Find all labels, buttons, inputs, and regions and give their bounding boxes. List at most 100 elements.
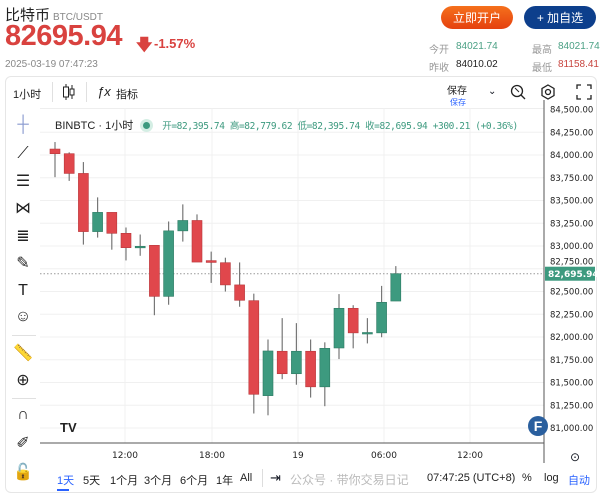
trend-line-icon[interactable]: ⟋ [17, 145, 29, 162]
settings-icon[interactable] [540, 84, 556, 105]
range-3[interactable]: 3个月 [144, 475, 173, 487]
candle-body [248, 300, 260, 395]
candle-body [234, 284, 245, 301]
candle [220, 257, 231, 292]
prev-close-value: 84010.02 [456, 59, 498, 70]
fx-icon[interactable]: ƒx [97, 84, 111, 99]
candle-body [390, 273, 402, 302]
y-tick-label: 84,250.00 [550, 128, 593, 138]
ruler-icon[interactable]: 📏 [13, 345, 33, 362]
watermark: 公众号 · 带你交易日记 [290, 473, 409, 487]
candle-body [92, 212, 103, 232]
quick-search-icon[interactable] [510, 84, 526, 105]
clock[interactable]: 07:47:25 (UTC+8) [427, 472, 516, 484]
f-logo-icon: F [528, 416, 548, 436]
last-price-label: 82,695.94 [548, 270, 599, 280]
candle-body [305, 350, 316, 388]
range-5[interactable]: 1年 [216, 475, 234, 487]
candle-body [63, 153, 75, 174]
goto-date-icon[interactable]: ⇥ [270, 470, 281, 485]
fullscreen-icon[interactable] [576, 84, 592, 105]
price-change: -1.57% [154, 36, 196, 51]
y-tick-label: 82,750.00 [550, 258, 593, 268]
ohlc-values: 开=82,395.74 高=82,779.62 低=82,395.74 收=82… [162, 121, 518, 132]
candle [234, 262, 245, 307]
add-watchlist-button[interactable]: + 加自选 [524, 6, 596, 29]
chart-widget [5, 76, 597, 493]
save-button[interactable]: 保存 保存 [447, 82, 467, 108]
y-tick-label: 84,500.00 [550, 106, 593, 116]
asset-title: 比特币 BTC/USDT [5, 4, 103, 25]
quote-time: 2025-03-19 07:47:23 [5, 59, 98, 70]
x-tick-label: 19 [292, 451, 304, 461]
range-0[interactable]: 1天 [57, 475, 75, 487]
candle-body [163, 230, 174, 297]
candle-body [78, 173, 89, 232]
down-arrow-icon: 🡇 [136, 37, 153, 54]
open-account-button[interactable]: 立即开户 [441, 6, 513, 29]
range-4[interactable]: 6个月 [180, 475, 209, 487]
chevron-down-icon[interactable]: ⌄ [488, 86, 497, 97]
open-label: 今开 [429, 45, 449, 56]
candle [163, 221, 174, 305]
candle-body [205, 260, 217, 263]
range-6[interactable]: All [240, 472, 253, 484]
candle [305, 339, 316, 398]
divider [12, 335, 36, 336]
candle-body [149, 245, 160, 297]
x-tick-label: 18:00 [199, 451, 225, 461]
candle-body [276, 350, 288, 375]
candle-body [49, 148, 61, 154]
parallel-lines-icon[interactable]: ☰ [15, 173, 31, 190]
low-value: 81158.41 [558, 59, 599, 70]
candle-body [191, 220, 203, 263]
candle [149, 245, 160, 316]
candle-body [134, 246, 146, 249]
candle [319, 342, 331, 407]
candle [376, 285, 387, 338]
candle-body [106, 212, 118, 234]
candle [248, 293, 260, 414]
candle-body [120, 233, 132, 248]
x-tick-label: 12:00 [112, 451, 138, 461]
pattern-icon[interactable]: ⋈ [15, 200, 31, 217]
zoom-in-icon[interactable]: ⊕ [16, 372, 30, 389]
y-tick-label: 81,000.00 [550, 424, 593, 434]
lock-drawing-icon[interactable]: ✐ [16, 435, 30, 452]
y-tick-label: 81,750.00 [550, 356, 593, 366]
candle-type-icon[interactable] [62, 83, 76, 104]
percent-toggle[interactable]: % [522, 472, 532, 484]
tradingview-logo: TV [60, 420, 77, 435]
range-1[interactable]: 5天 [83, 475, 101, 487]
candle [49, 142, 61, 178]
unlock-icon[interactable]: 🔓 [13, 464, 33, 481]
log-toggle[interactable]: log [544, 472, 559, 484]
candle [333, 294, 345, 360]
auto-toggle[interactable]: 自动 [568, 475, 590, 487]
text-icon[interactable]: T [18, 282, 28, 299]
range-2[interactable]: 1个月 [110, 475, 139, 487]
candle [362, 318, 373, 344]
pair-label: BTC/USDT [53, 12, 104, 23]
open-value: 84021.74 [456, 41, 498, 52]
indicators-button[interactable]: 指标 [116, 89, 138, 101]
divider [40, 108, 544, 109]
divider [52, 82, 53, 102]
crosshair-icon[interactable]: ┼ [17, 116, 29, 133]
emoji-icon[interactable]: ☺ [14, 308, 32, 325]
high-value: 84021.74 [558, 41, 600, 52]
y-tick-label: 81,500.00 [550, 379, 593, 389]
fib-icon[interactable]: ≣ [16, 228, 30, 245]
magnet-icon[interactable]: ∩ [17, 406, 29, 423]
brush-icon[interactable]: ✎ [16, 255, 30, 272]
candle [262, 339, 274, 416]
divider [262, 469, 263, 487]
y-tick-label: 83,000.00 [550, 242, 593, 252]
divider [12, 398, 36, 399]
interval-selector[interactable]: 1小时 [13, 89, 42, 101]
save-label: 保存 [447, 86, 467, 97]
axis-settings-icon[interactable]: ⊙ [570, 450, 581, 464]
candle [276, 318, 288, 380]
candle [191, 214, 203, 263]
